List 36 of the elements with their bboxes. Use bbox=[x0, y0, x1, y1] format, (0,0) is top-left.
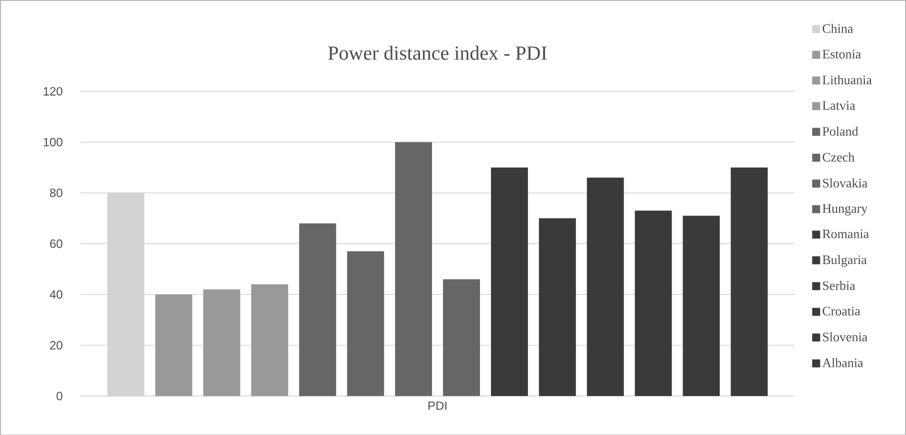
legend-label: Croatia bbox=[822, 306, 860, 316]
y-tick-label: 60 bbox=[50, 239, 62, 248]
bar bbox=[538, 218, 576, 396]
bar bbox=[299, 223, 336, 396]
bar bbox=[155, 294, 192, 396]
legend-label: Albania bbox=[822, 358, 864, 368]
bar bbox=[395, 142, 432, 396]
legend-label: Hungary bbox=[822, 204, 868, 216]
bar bbox=[682, 216, 720, 396]
legend-label: Romania bbox=[822, 229, 869, 238]
bar bbox=[251, 284, 288, 396]
y-tick-label: 80 bbox=[50, 188, 62, 197]
bar bbox=[634, 210, 672, 396]
legend-label: Estonia bbox=[822, 50, 861, 58]
legend-label: Latvia bbox=[822, 100, 856, 110]
legend-label: Slovenia bbox=[823, 332, 868, 342]
y-tick-label: 0 bbox=[56, 392, 62, 400]
chart-title: Power distance index - PDI bbox=[328, 46, 547, 60]
y-tick-label: 40 bbox=[50, 290, 62, 299]
bar bbox=[443, 279, 480, 396]
legend-label: Serbia bbox=[823, 280, 856, 290]
y-tick-label: 120 bbox=[44, 86, 62, 96]
y-tick-label: 100 bbox=[44, 138, 62, 146]
legend-label: Slovakia bbox=[823, 178, 868, 188]
legend-label: Bulgaria bbox=[822, 254, 867, 267]
bar bbox=[730, 167, 768, 396]
legend-label: China bbox=[822, 24, 854, 33]
bar bbox=[347, 251, 384, 396]
bar bbox=[586, 177, 624, 396]
y-tick-label: 20 bbox=[50, 340, 62, 350]
x-tick-label: PDI bbox=[428, 401, 446, 410]
legend-label: Czech bbox=[822, 152, 854, 162]
bar bbox=[490, 167, 528, 396]
legend-label: Poland bbox=[822, 126, 858, 136]
legend-label: Lithuania bbox=[822, 75, 872, 84]
bar bbox=[203, 289, 240, 396]
